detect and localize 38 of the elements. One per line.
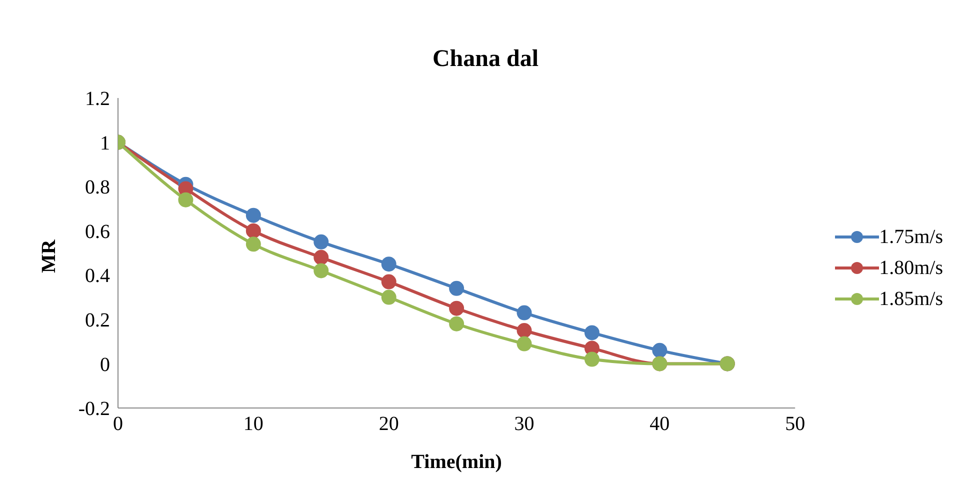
point <box>516 305 532 320</box>
chart-title: Chana dal <box>431 45 540 72</box>
x-tick-label: 20 <box>378 413 399 436</box>
point <box>449 300 464 316</box>
point <box>246 223 261 238</box>
point <box>246 208 261 223</box>
y-tick-label: -0.2 <box>78 398 110 420</box>
point <box>516 323 532 338</box>
point <box>314 250 329 265</box>
point <box>584 352 600 367</box>
y-tick-label: 1.2 <box>85 88 110 110</box>
y-tick-label: 0.4 <box>85 265 110 288</box>
y-tick-label: 0.2 <box>85 310 110 332</box>
y-tick-label: 0.6 <box>85 220 110 243</box>
point <box>516 336 532 352</box>
point <box>381 256 396 272</box>
y-tick-label: 1 <box>100 132 110 154</box>
y-axis-title: MR <box>38 239 60 273</box>
point <box>314 263 329 278</box>
x-tick-label: 50 <box>785 413 806 436</box>
point <box>449 280 464 296</box>
point <box>178 192 194 208</box>
point <box>449 316 464 332</box>
x-tick-label: 10 <box>243 413 264 436</box>
x-tick-label: 40 <box>650 413 670 436</box>
legend-label: 1.80m/s <box>879 256 943 280</box>
y-tick-label: 0.8 <box>85 176 110 199</box>
legend-label: 1.75m/s <box>879 226 943 248</box>
point <box>314 234 329 250</box>
x-tick-label: 30 <box>514 413 534 436</box>
point <box>652 342 668 358</box>
point <box>584 325 600 340</box>
point <box>246 236 261 252</box>
y-tick-label: 0 <box>100 354 110 376</box>
x-axis-title: Time(min) <box>411 451 502 473</box>
point <box>381 274 396 290</box>
legend-label: 1.85m/s <box>879 288 943 310</box>
point <box>381 290 396 305</box>
